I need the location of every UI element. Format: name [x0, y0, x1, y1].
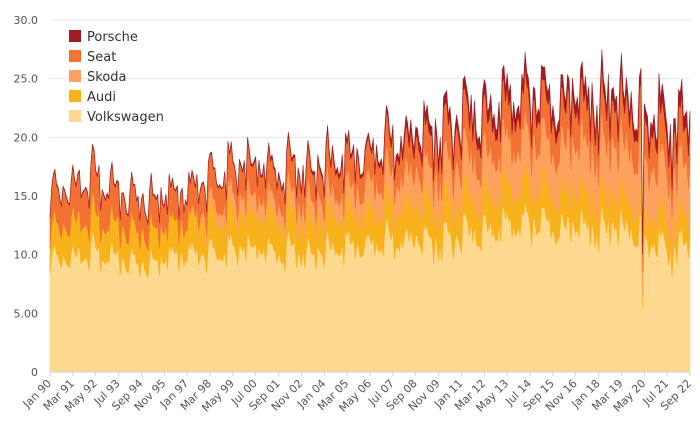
legend-swatch-skoda: [69, 70, 81, 82]
legend-label-skoda: Skoda: [87, 70, 127, 85]
y-tick-label: 30.0: [14, 14, 39, 27]
legend-swatch-seat: [69, 50, 81, 62]
y-tick-label: 20.0: [14, 131, 39, 144]
y-tick-label: 0: [31, 366, 38, 379]
y-tick-label: 15.0: [14, 190, 39, 203]
area-porsche[interactable]: [49, 49, 691, 255]
legend-label-porsche: Porsche: [87, 30, 138, 45]
y-tick-label: 10.0: [14, 249, 39, 262]
legend: Porsche Seat Skoda Audi Volkswagen: [69, 30, 164, 125]
legend-label-seat: Seat: [87, 50, 116, 65]
legend-swatch-audi: [69, 90, 81, 102]
y-tick-label: 25.0: [14, 73, 39, 86]
legend-label-volkswagen: Volkswagen: [87, 110, 164, 125]
legend-swatch-porsche: [69, 30, 81, 42]
legend-swatch-volkswagen: [69, 110, 81, 122]
y-tick-label: 5.00: [14, 307, 39, 320]
legend-label-audi: Audi: [87, 90, 116, 105]
area-layer: [49, 49, 691, 373]
